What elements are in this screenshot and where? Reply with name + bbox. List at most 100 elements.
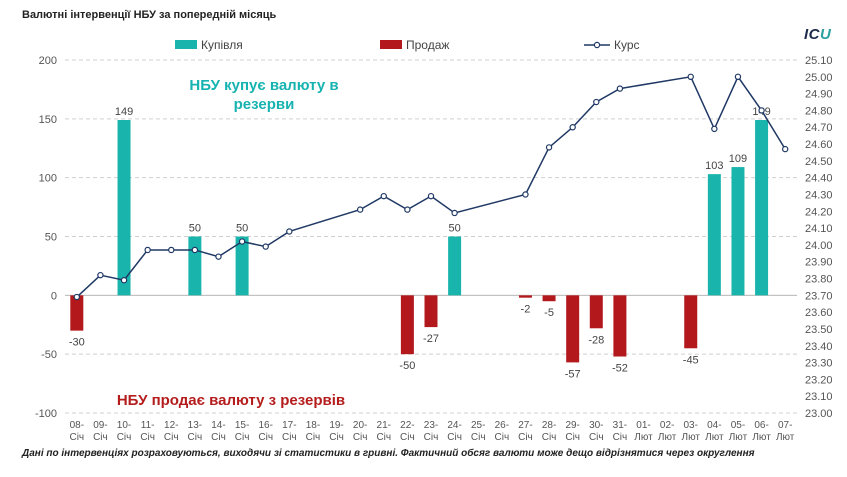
y-left-tick-label: 0 [51, 290, 57, 302]
y-left-tick-label: -100 [35, 408, 57, 420]
rate-point [734, 73, 742, 81]
bar-data-label: 50 [189, 223, 201, 235]
x-tick-label: 09-Січ [93, 420, 108, 443]
bar-data-label: 50 [448, 223, 460, 235]
y-right-tick-label: 24.20 [805, 206, 833, 218]
buy-bar [448, 236, 462, 296]
rate-point [711, 125, 718, 133]
y-right-tick-label: 24.60 [805, 139, 833, 151]
y-left-tick-label: 100 [39, 173, 57, 185]
x-tick-label: 10-Січ [117, 420, 132, 443]
rate-point [286, 228, 293, 235]
y-right-tick-label: 24.80 [805, 105, 833, 117]
y-right-tick-label: 25.10 [805, 55, 833, 67]
x-tick-label: 17-Січ [282, 420, 297, 443]
y-right-tick-label: 24.90 [805, 89, 833, 101]
y-right-tick-label: 24.10 [805, 223, 833, 235]
rate-point [191, 246, 199, 254]
y-right-tick-label: 24.70 [805, 122, 833, 134]
x-tick-label: 12-Січ [164, 420, 179, 443]
y-right-tick-label: 23.80 [805, 274, 833, 286]
y-right-tick-label: 23.50 [805, 324, 833, 336]
x-tick-label: 18-Січ [306, 420, 321, 443]
x-tick-label: 20-Січ [353, 420, 368, 443]
sell-bar [589, 295, 603, 329]
bar-data-label: 103 [705, 160, 723, 172]
bar-data-label: -27 [423, 333, 439, 345]
rate-point [569, 124, 576, 131]
rate-point [262, 243, 269, 250]
buy-bar [755, 120, 769, 296]
icu-logo: ICU [804, 26, 832, 43]
rate-point [215, 253, 222, 260]
x-tick-label: 13-Січ [188, 420, 203, 443]
y-right-tick-label: 24.40 [805, 173, 833, 185]
x-tick-label: 11-Січ [140, 420, 155, 443]
x-tick-label: 07-Лют [776, 420, 795, 443]
y-left-tick-label: -50 [41, 349, 57, 361]
rate-point [73, 293, 81, 301]
x-tick-label: 27-Січ [518, 420, 533, 443]
annotation-sell: НБУ продає валюту з резервів [117, 392, 345, 409]
rate-point [120, 277, 128, 284]
y-left-tick-label: 150 [39, 114, 57, 126]
y-right-tick-label: 23.40 [805, 341, 833, 353]
x-tick-label: 30-Січ [589, 420, 604, 443]
x-tick-label: 24-Січ [447, 420, 462, 443]
rate-line [76, 75, 786, 298]
y-right-tick-label: 23.20 [805, 374, 833, 386]
footnote: Дані по інтервенціях розраховуються, вих… [22, 448, 755, 459]
x-tick-label: 06-Лют [752, 420, 771, 443]
rate-point [144, 246, 151, 254]
x-tick-label: 14-Січ [211, 420, 226, 443]
bar-data-label: 50 [236, 223, 248, 235]
x-tick-label: 05-Лют [729, 420, 748, 443]
rate-point [380, 192, 387, 200]
buy-bar [707, 174, 721, 296]
x-tick-label: 22-Січ [400, 420, 415, 443]
rate-point [616, 85, 624, 92]
bar-data-label: -28 [588, 334, 604, 346]
x-tick-label: 28-Січ [542, 420, 557, 443]
bar-data-label: -52 [612, 363, 628, 375]
rate-point [356, 206, 364, 213]
y-right-tick-label: 24.30 [805, 189, 833, 201]
x-tick-label: 15-Січ [235, 420, 250, 443]
x-tick-label: 16-Січ [258, 420, 273, 443]
sell-bar [613, 295, 627, 357]
sell-bar [424, 295, 438, 328]
sell-bar [70, 295, 84, 331]
buy-bar [188, 236, 202, 296]
y-right-tick-label: 24.50 [805, 156, 833, 168]
rate-point [687, 73, 694, 81]
bar-data-label: -30 [69, 337, 85, 349]
buy-bar [731, 167, 745, 296]
rate-point [97, 271, 104, 279]
rate-point [781, 145, 789, 153]
legend-swatch-rate-point [593, 41, 601, 49]
y-right-tick-label: 23.70 [805, 290, 833, 302]
sell-bar [518, 295, 532, 298]
y-right-tick-label: 23.90 [805, 257, 833, 269]
x-tick-label: 19-Січ [329, 420, 344, 443]
x-tick-label: 08-Січ [69, 420, 84, 443]
x-tick-label: 01-Лют [634, 420, 653, 443]
legend-swatch-sell [380, 40, 402, 49]
rate-point [758, 107, 765, 114]
rate-point [451, 209, 458, 217]
rate-point [404, 206, 411, 213]
rate-point [427, 192, 435, 200]
legend-label-sell: Продаж [406, 38, 449, 52]
x-tick-label: 31-Січ [613, 420, 628, 443]
bar-data-label: -5 [544, 307, 554, 319]
y-right-tick-label: 23.60 [805, 307, 833, 319]
bar-data-label: -57 [565, 368, 581, 380]
y-right-tick-label: 23.30 [805, 358, 833, 370]
rate-point [522, 191, 529, 198]
x-tick-label: 29-Січ [565, 420, 580, 443]
y-left-tick-label: 50 [45, 232, 57, 244]
sell-bar [400, 295, 414, 355]
bar-data-label: 109 [729, 153, 747, 165]
bar-data-label: 149 [115, 106, 133, 118]
